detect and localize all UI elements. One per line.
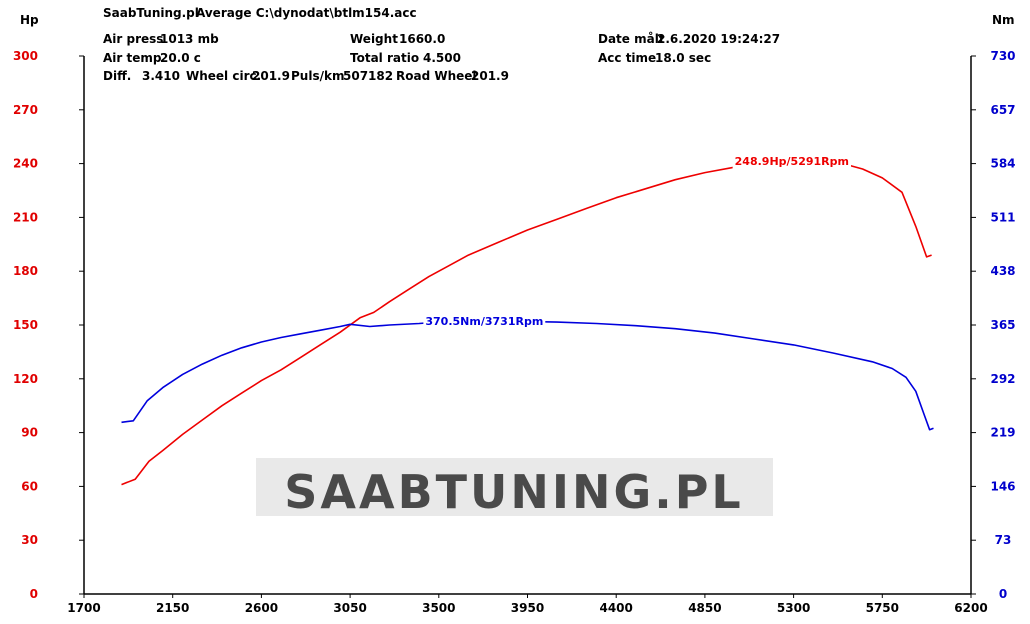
x-tick-label: 5300: [777, 601, 810, 615]
left-tick-label: 30: [21, 533, 38, 547]
weight-label: Weight: [350, 32, 398, 46]
left-tick-label: 240: [13, 157, 38, 171]
left-tick-label: 270: [13, 103, 38, 117]
right-tick-label: 219: [990, 426, 1015, 440]
right-tick-label: 584: [990, 157, 1015, 171]
air-press-label: Air press: [103, 32, 163, 46]
power-peak-label-bg: [732, 153, 851, 169]
right-tick-label: 365: [990, 318, 1015, 332]
left-tick-label: 60: [21, 479, 38, 493]
x-tick-label: 5750: [866, 601, 899, 615]
acc-time-value: 18.0 sec: [655, 51, 711, 65]
series-layer: 248.9Hp/5291Rpm 370.5Nm/3731Rpm: [121, 153, 934, 486]
date-label: Date målt: [598, 32, 665, 46]
left-tick-label: 0: [30, 587, 38, 601]
watermark-band: [256, 458, 773, 516]
x-tick-label: 4850: [688, 601, 721, 615]
x-tick-label: 2600: [245, 601, 278, 615]
x-tick-label: 3500: [422, 601, 455, 615]
right-axis-unit: Nm: [992, 13, 1015, 27]
wheel-circ-value: 201.9: [252, 69, 290, 83]
weight-value: 1660.0: [399, 32, 445, 46]
wheel-circ-label: Wheel circ.: [186, 69, 261, 83]
left-tick-label: 120: [13, 372, 38, 386]
puls-value: 507182: [343, 69, 393, 83]
diff-label: Diff.: [103, 69, 131, 83]
puls-label: Puls/km: [291, 69, 344, 83]
total-ratio-label: Total ratio: [350, 51, 419, 65]
average-file: Average C:\dynodat\btlm154.acc: [196, 6, 417, 20]
watermark-text: SAABTUNING.PL: [284, 465, 744, 519]
diff-value: 3.410: [142, 69, 180, 83]
right-axis-ticks: 0 73 146 219 292 365 438 511 584 657 730: [971, 49, 1016, 601]
left-tick-label: 210: [13, 210, 38, 224]
x-tick-label: 3050: [333, 601, 366, 615]
right-tick-label: 730: [990, 49, 1015, 63]
right-tick-label: 0: [999, 587, 1007, 601]
road-wheel-value: 201.9: [471, 69, 509, 83]
right-tick-label: 73: [995, 533, 1012, 547]
left-tick-label: 300: [13, 49, 38, 63]
left-axis-ticks: 0 30 60 90 120 150 180 210 240 270 300: [13, 49, 84, 601]
right-tick-label: 146: [990, 479, 1015, 493]
source-title: SaabTuning.pl: [103, 6, 199, 20]
x-axis-ticks: 1700 2150 2600 3050 3500 3950 4400 4850 5300 5750…: [67, 594, 988, 615]
header-block: SaabTuning.pl Average C:\dynodat\btlm154…: [103, 6, 780, 83]
x-tick-label: 2150: [156, 601, 189, 615]
road-wheel-label: Road Wheel: [396, 69, 477, 83]
total-ratio-value: 4.500: [423, 51, 461, 65]
date-value: 2.6.2020 19:24:27: [657, 32, 780, 46]
right-tick-label: 292: [990, 372, 1015, 386]
air-temp-label: Air temp: [103, 51, 162, 65]
x-tick-label: 1700: [67, 601, 100, 615]
torque-peak-label: 370.5Nm/3731Rpm: [425, 315, 543, 328]
right-tick-label: 438: [990, 264, 1015, 278]
x-tick-label: 4400: [599, 601, 632, 615]
air-temp-value: 20.0 c: [160, 51, 201, 65]
x-tick-label: 3950: [511, 601, 544, 615]
left-axis-unit: Hp: [20, 13, 39, 27]
torque-peak-label-bg: [423, 313, 546, 329]
air-press-value: 1013 mb: [160, 32, 219, 46]
power-peak-label: 248.9Hp/5291Rpm: [735, 155, 849, 168]
right-tick-label: 511: [990, 210, 1015, 224]
left-tick-label: 180: [13, 264, 38, 278]
left-tick-label: 150: [13, 318, 38, 332]
torque-curve: [121, 320, 934, 431]
left-tick-label: 90: [21, 426, 38, 440]
x-tick-label: 6200: [954, 601, 987, 615]
watermark: SAABTUNING.PL: [256, 458, 773, 519]
right-tick-label: 657: [990, 103, 1015, 117]
acc-time-label: Acc time: [598, 51, 656, 65]
